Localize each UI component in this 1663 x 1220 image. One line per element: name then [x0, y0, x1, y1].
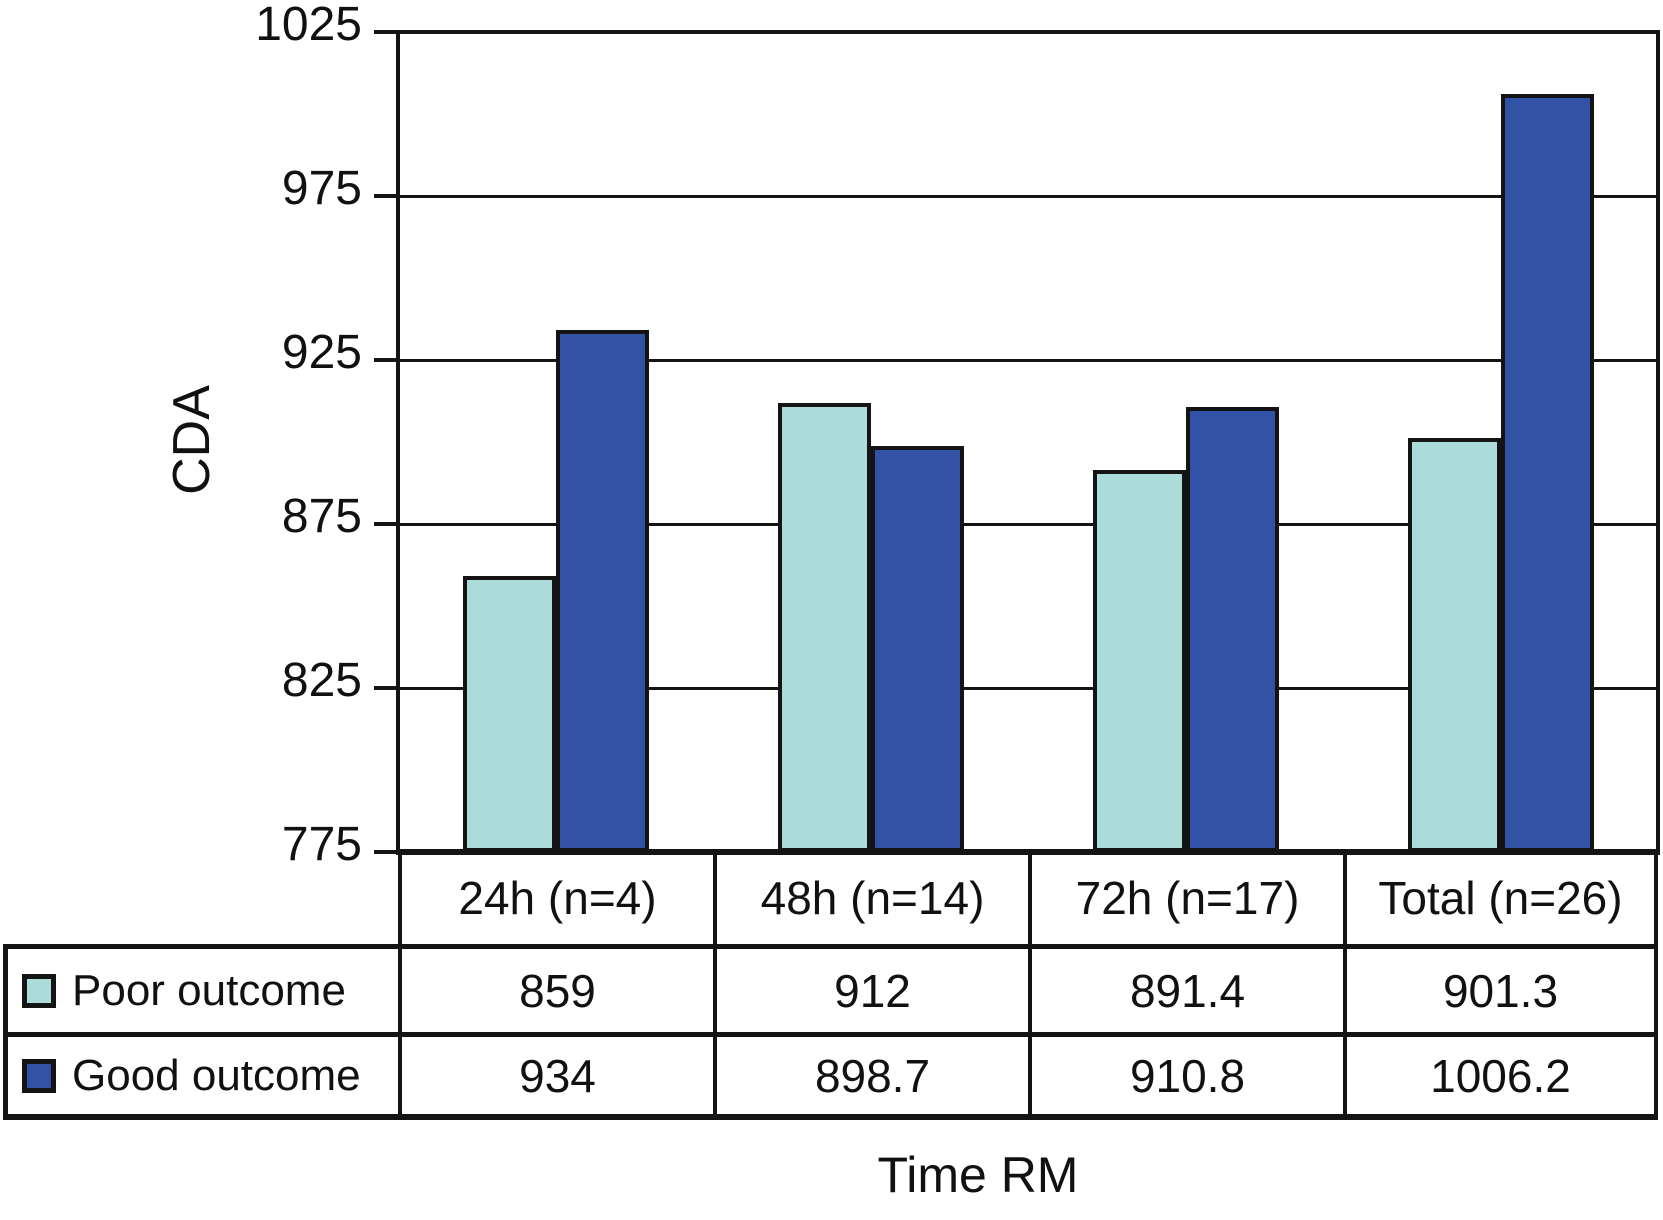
x-axis-baseline: [396, 849, 1660, 855]
table-value-cell: 859: [398, 944, 713, 1032]
legend-cell-poor-outcome: Poor outcome: [3, 944, 398, 1032]
bar-poor-outcome: [1407, 437, 1501, 852]
y-tick-mark: [374, 194, 398, 198]
y-tick-label: 775: [281, 818, 362, 871]
table-value-cell: 901.3: [1343, 944, 1658, 1032]
y-tick-label: 1025: [255, 0, 362, 51]
bar-good-outcome: [1500, 93, 1594, 852]
table-value-cell: 910.8: [1028, 1032, 1343, 1120]
bar-poor-outcome: [1092, 470, 1186, 852]
y-axis-title: CDA: [163, 385, 221, 495]
y-tick-label: 925: [281, 326, 362, 379]
table-value-cell: 898.7: [713, 1032, 1028, 1120]
y-tick-mark: [374, 850, 398, 854]
table-value-cell: 891.4: [1028, 944, 1343, 1032]
table-value-cell: 1006.2: [1343, 1032, 1658, 1120]
table-header-cell: 24h (n=4): [398, 852, 713, 944]
table-value-cell: 934: [398, 1032, 713, 1120]
y-tick-mark: [374, 686, 398, 690]
y-tick-mark: [374, 358, 398, 362]
x-axis-title: Time RM: [877, 1147, 1079, 1203]
bar-good-outcome: [1185, 406, 1279, 852]
y-tick-label: 975: [281, 162, 362, 215]
y-tick-label: 875: [281, 490, 362, 543]
y-axis-line: [396, 30, 400, 855]
legend-cell-good-outcome: Good outcome: [3, 1032, 398, 1120]
plot-border-right: [1656, 30, 1660, 855]
gridline: [398, 687, 1656, 690]
bar-poor-outcome: [462, 576, 556, 852]
table-header-cell: 72h (n=17): [1028, 852, 1343, 944]
y-tick-mark: [374, 522, 398, 526]
legend-color-swatch: [22, 973, 56, 1008]
table-value-cell: 912: [713, 944, 1028, 1032]
plot-border-top: [396, 30, 1660, 34]
legend-label: Poor outcome: [72, 965, 346, 1015]
gridline: [398, 523, 1656, 526]
y-tick-label: 825: [281, 654, 362, 707]
bar-good-outcome: [555, 330, 649, 852]
legend-label: Good outcome: [72, 1050, 361, 1100]
gridline: [398, 195, 1656, 198]
bar-good-outcome: [870, 446, 964, 852]
bar-poor-outcome: [777, 402, 871, 852]
y-tick-mark: [374, 30, 398, 34]
table-header-cell: 48h (n=14): [713, 852, 1028, 944]
gridline: [398, 359, 1656, 362]
legend-color-swatch: [22, 1058, 56, 1093]
table-header-cell: Total (n=26): [1343, 852, 1658, 944]
